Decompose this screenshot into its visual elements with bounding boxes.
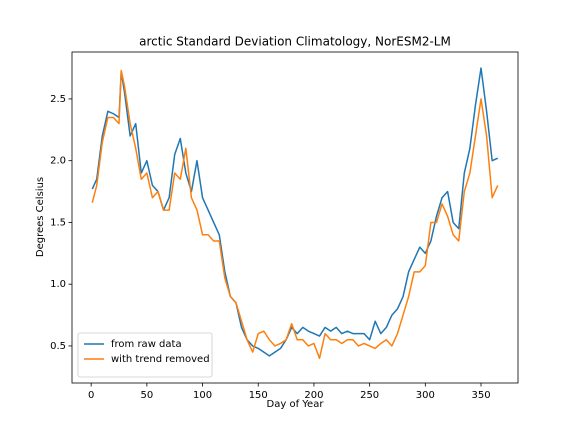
x-tick-label: 100: [193, 390, 212, 401]
chart-title: arctic Standard Deviation Climatology, N…: [139, 35, 451, 49]
axes-frame: [71, 51, 519, 384]
y-axis-label: Degrees Celsius: [35, 177, 46, 257]
legend-box: [77, 332, 213, 378]
x-tick-label: 150: [249, 390, 268, 401]
data-line: [91, 69, 499, 360]
x-tick-label: 250: [360, 390, 379, 401]
x-tick-label: 300: [416, 390, 435, 401]
x-axis-label: Day of Year: [267, 399, 325, 410]
y-tick-label: 1.0: [50, 279, 66, 290]
y-tick-label: 0.5: [50, 341, 66, 352]
legend-label: with trend removed: [111, 354, 210, 365]
y-tick-label: 1.5: [50, 217, 66, 228]
x-tick-label: 0: [88, 390, 94, 401]
x-tick-label: 350: [471, 390, 490, 401]
data-line: [91, 67, 499, 357]
legend-label: from raw data: [111, 339, 182, 350]
y-tick-label: 2.0: [50, 156, 66, 167]
y-tick-label: 2.5: [50, 94, 66, 105]
x-tick-label: 200: [304, 390, 323, 401]
x-tick-label: 50: [140, 390, 153, 401]
